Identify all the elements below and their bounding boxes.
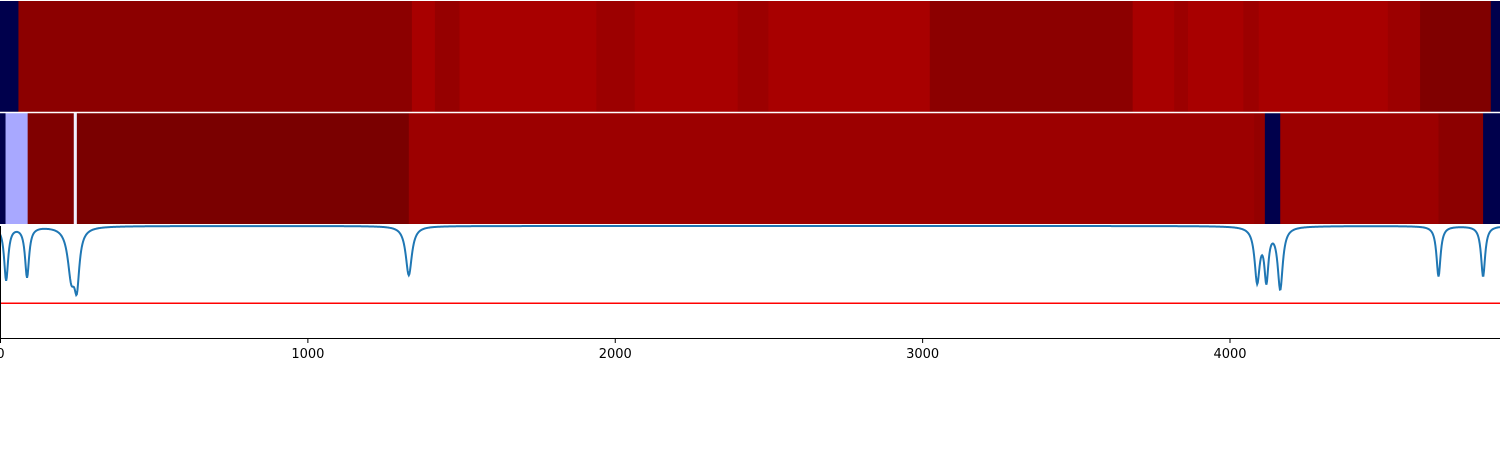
heatmap-cell: [1254, 113, 1266, 224]
heatmap-cell: [408, 113, 1255, 224]
heatmap-cell: [5, 113, 29, 224]
heatmap-cell: [596, 1, 636, 112]
heatmap-cell: [18, 1, 413, 112]
heatmap-cell: [0, 1, 20, 112]
signal-series-line: [0, 225, 1500, 298]
heatmap-cell: [1438, 113, 1484, 224]
heatmap-cell: [1174, 1, 1189, 112]
heatmap-cell: [1264, 113, 1281, 224]
heatmap-rows: [0, 1, 1500, 224]
heatmap-cell: [1243, 1, 1260, 112]
heatmap-cell: [1188, 1, 1244, 112]
heatmap-row-1: [0, 1, 1500, 112]
x-axis-ticks: 0 1000 2000 3000 4000: [0, 338, 1247, 362]
heatmap-cell: [1420, 1, 1492, 112]
heatmap-cell: [27, 113, 75, 224]
x-tick-label: 0: [0, 347, 5, 362]
heatmap-cell: [1483, 113, 1500, 224]
heatmap-row-2: [0, 113, 1500, 224]
heatmap-cell: [634, 1, 739, 112]
heatmap-cell: [434, 1, 461, 112]
line-panel: [0, 225, 1500, 339]
line-panel-frame: [0, 226, 1500, 338]
x-tick-label: 1000: [291, 347, 324, 362]
heatmap-cell: [1258, 1, 1389, 112]
heatmap-cell: [411, 1, 436, 112]
heatmap-cell: [459, 1, 597, 112]
heatmap-cell: [1387, 1, 1421, 112]
heatmap-cell: [1132, 1, 1175, 112]
heatmap-cell: [73, 113, 78, 224]
heatmap-cell: [1280, 113, 1440, 224]
heatmap-cell: [768, 1, 931, 112]
x-tick-label: 4000: [1213, 347, 1246, 362]
heatmap-cell: [1490, 1, 1500, 112]
heatmap-cell: [0, 113, 7, 224]
heatmap-cell: [76, 113, 410, 224]
heatmap-cell: [929, 1, 1134, 112]
heatmap-cell: [737, 1, 770, 112]
x-tick-label: 3000: [906, 347, 939, 362]
x-tick-label: 2000: [599, 347, 632, 362]
